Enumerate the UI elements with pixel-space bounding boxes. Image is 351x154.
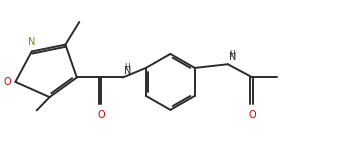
Text: O: O — [3, 77, 11, 87]
Text: N: N — [229, 53, 236, 63]
Text: H: H — [124, 63, 130, 72]
Text: O: O — [97, 110, 105, 120]
Text: O: O — [249, 110, 256, 120]
Text: H: H — [229, 50, 234, 59]
Text: N: N — [124, 66, 131, 76]
Text: N: N — [28, 37, 35, 47]
